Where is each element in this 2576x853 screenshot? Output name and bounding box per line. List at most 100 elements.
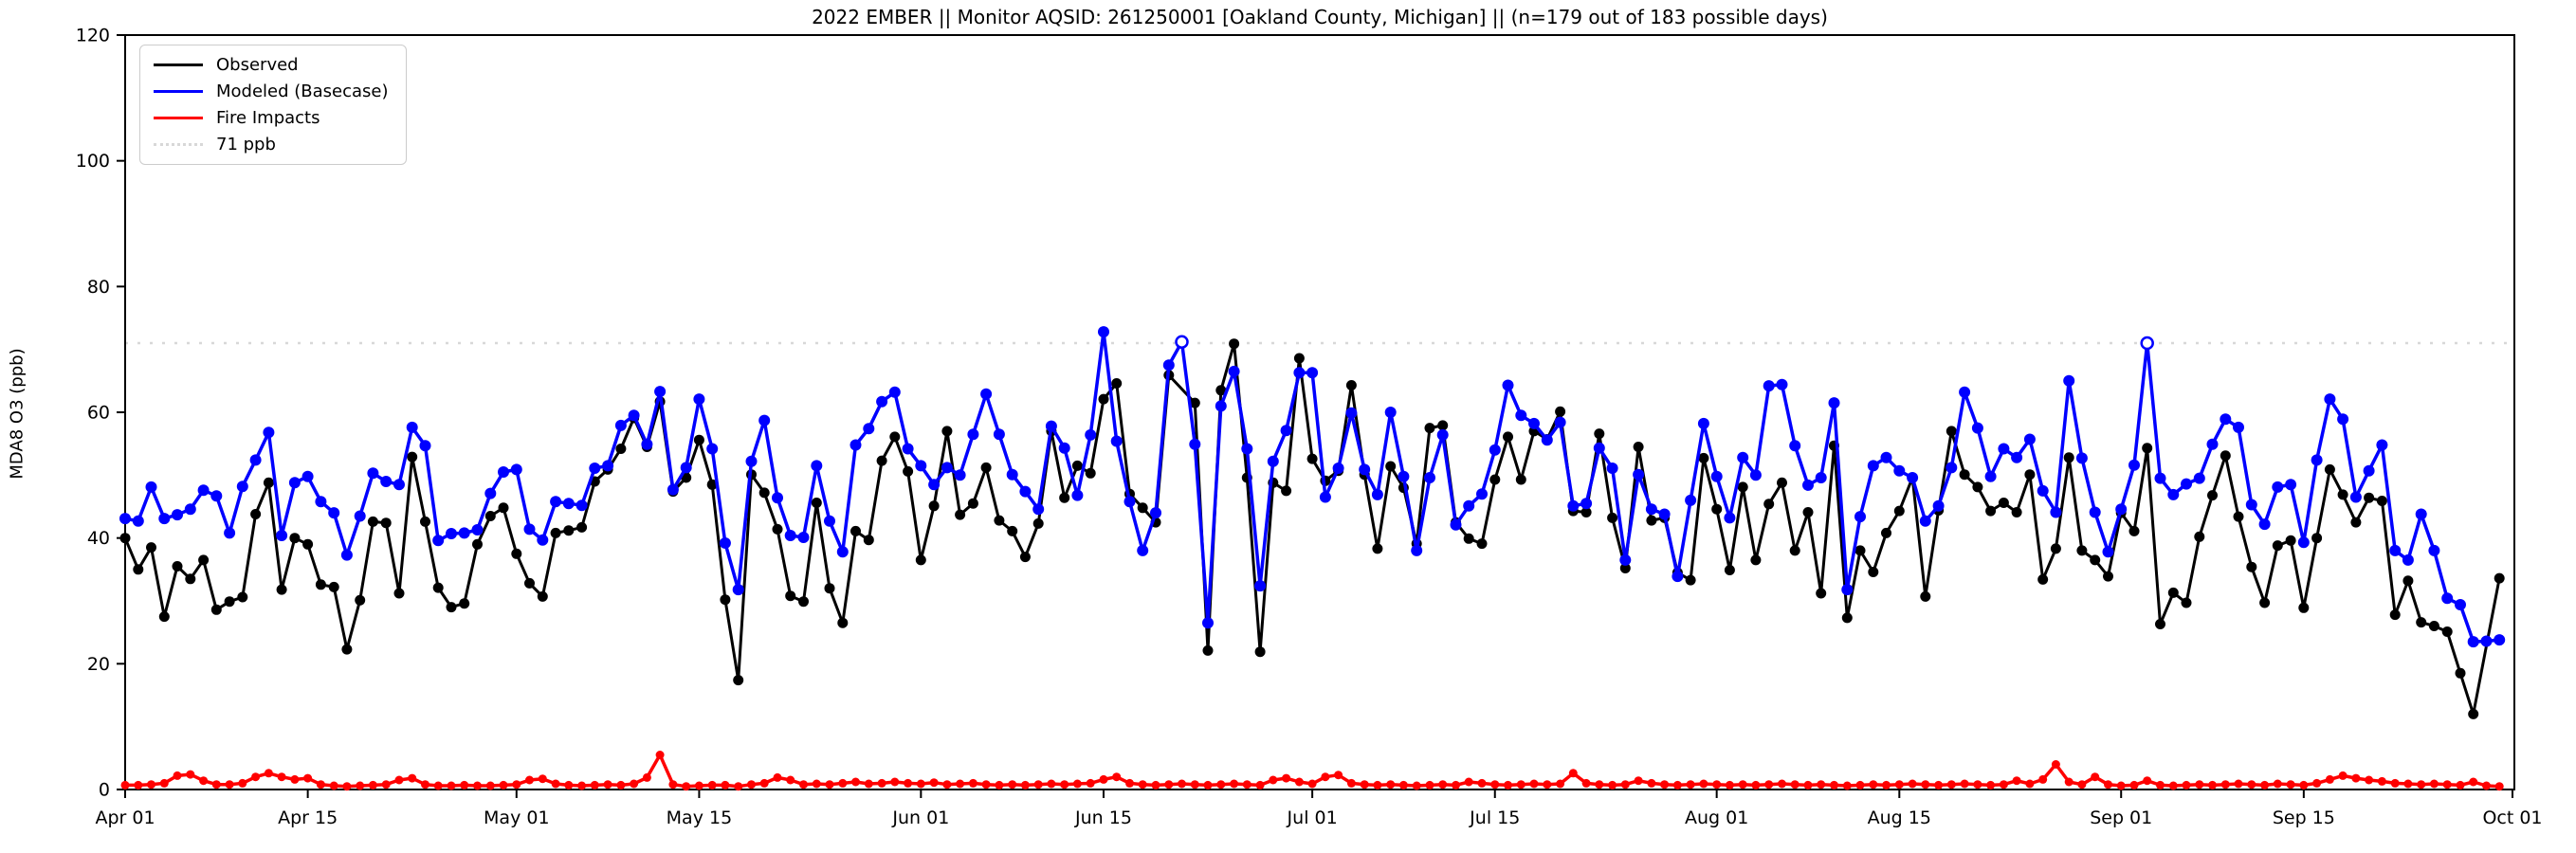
- marker: [759, 778, 769, 788]
- marker: [1971, 422, 1983, 434]
- marker: [2104, 780, 2112, 789]
- marker: [1972, 481, 1983, 493]
- marker: [562, 498, 575, 510]
- marker: [1672, 571, 1684, 583]
- marker: [797, 532, 810, 543]
- marker: [290, 774, 300, 784]
- marker: [2311, 533, 2323, 544]
- marker: [1869, 780, 1878, 789]
- marker: [1411, 544, 1423, 556]
- marker: [356, 781, 365, 790]
- marker: [1908, 779, 1917, 789]
- marker: [2208, 780, 2217, 789]
- marker: [667, 483, 679, 496]
- marker: [1437, 420, 1449, 431]
- marker: [680, 462, 692, 474]
- marker: [1750, 554, 1762, 566]
- marker: [2325, 774, 2334, 784]
- threshold-line-sample: [154, 143, 203, 146]
- marker: [2480, 635, 2493, 647]
- marker: [302, 538, 314, 550]
- marker: [2012, 776, 2021, 786]
- marker: [1946, 426, 1957, 437]
- marker: [941, 426, 953, 437]
- marker: [2220, 780, 2230, 789]
- marker: [888, 386, 901, 398]
- marker: [2429, 779, 2439, 789]
- marker: [473, 781, 482, 790]
- marker: [2311, 454, 2323, 466]
- marker: [904, 778, 913, 788]
- marker: [836, 546, 849, 558]
- marker: [575, 499, 588, 512]
- marker: [1633, 442, 1644, 452]
- marker: [1110, 435, 1123, 447]
- marker: [1504, 780, 1512, 789]
- marker: [2324, 393, 2336, 406]
- marker: [119, 533, 131, 544]
- marker: [682, 782, 691, 791]
- marker: [2140, 336, 2154, 351]
- marker: [1137, 544, 1149, 556]
- marker: [915, 460, 927, 472]
- marker: [1595, 780, 1604, 789]
- marker: [902, 443, 914, 455]
- marker: [1254, 580, 1267, 592]
- marker: [2167, 587, 2179, 598]
- marker: [1306, 453, 1318, 464]
- series-modeled-basecase-: [119, 326, 2506, 648]
- marker: [551, 779, 560, 789]
- marker: [2428, 621, 2439, 631]
- marker: [2455, 667, 2466, 679]
- marker: [2116, 781, 2126, 790]
- marker: [694, 781, 703, 790]
- marker: [1086, 778, 1095, 788]
- marker: [2364, 492, 2375, 503]
- marker: [903, 465, 914, 477]
- marker: [1842, 781, 1852, 790]
- marker: [1973, 780, 1982, 789]
- marker: [1489, 444, 1501, 456]
- marker: [2467, 636, 2479, 648]
- marker: [2390, 778, 2400, 788]
- marker: [2417, 780, 2426, 789]
- marker: [289, 533, 301, 544]
- marker: [393, 588, 405, 599]
- marker: [2456, 780, 2465, 789]
- marker: [758, 414, 771, 426]
- marker: [2206, 438, 2219, 450]
- marker: [1189, 397, 1200, 408]
- observed-line-sample: [154, 64, 203, 66]
- marker: [980, 462, 992, 473]
- marker: [2038, 774, 2048, 784]
- marker: [2337, 489, 2348, 500]
- marker: [1334, 771, 1343, 780]
- marker: [537, 534, 549, 546]
- marker: [237, 591, 248, 603]
- marker: [967, 498, 978, 509]
- marker: [1032, 503, 1045, 516]
- marker: [1868, 567, 1879, 577]
- marker: [1828, 397, 1840, 409]
- marker: [1881, 527, 1891, 538]
- marker: [837, 617, 849, 628]
- marker: [172, 509, 183, 521]
- marker: [1998, 443, 2010, 455]
- marker: [2494, 634, 2506, 646]
- marker: [1242, 780, 1251, 789]
- fire-line-sample: [154, 117, 203, 119]
- marker: [1568, 769, 1578, 778]
- marker: [421, 780, 429, 789]
- marker: [1072, 779, 1082, 789]
- marker: [550, 496, 562, 508]
- marker: [524, 577, 535, 589]
- marker: [1959, 386, 1971, 398]
- marker: [2376, 439, 2388, 451]
- marker: [1778, 779, 1786, 789]
- marker: [786, 775, 795, 785]
- svg-text:Aug 01: Aug 01: [1685, 808, 1748, 828]
- marker: [2128, 459, 2140, 471]
- marker: [1254, 646, 1266, 658]
- marker: [2494, 782, 2504, 791]
- marker: [784, 530, 796, 541]
